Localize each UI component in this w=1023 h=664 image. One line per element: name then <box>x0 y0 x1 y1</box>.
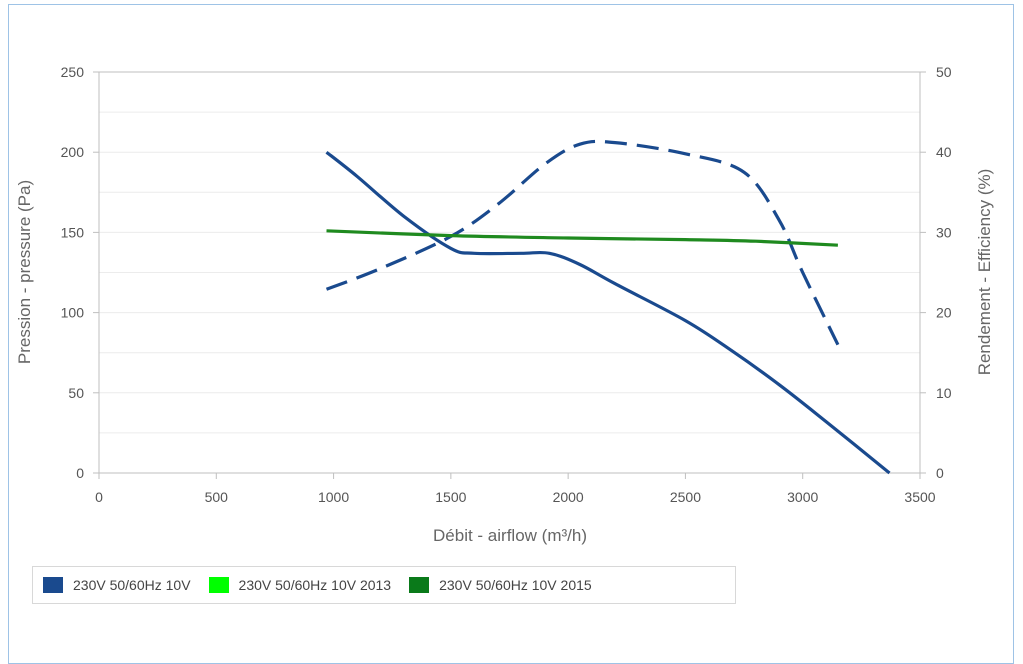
series-line <box>326 229 838 247</box>
left-tick-label: 200 <box>61 144 85 160</box>
grid <box>99 111 920 434</box>
x-tick-label: 1500 <box>435 489 466 505</box>
left-axis-title: Pression - pressure (Pa) <box>15 180 34 364</box>
legend-item[interactable]: 230V 50/60Hz 10V 2015 <box>409 577 592 593</box>
legend: 230V 50/60Hz 10V 230V 50/60Hz 10V 2013 2… <box>32 566 736 604</box>
right-axis-ticks: 0 10 20 30 40 50 <box>920 64 952 481</box>
plot-area-border <box>98 71 921 474</box>
x-axis-ticks: 0 500 1000 1500 2000 2500 3000 3500 <box>95 473 936 505</box>
left-tick-label: 100 <box>61 305 85 321</box>
x-axis-title: Débit - airflow (m³/h) <box>433 526 587 545</box>
legend-item[interactable]: 230V 50/60Hz 10V 2013 <box>208 577 392 593</box>
efficiency-curve <box>325 139 840 346</box>
left-tick-label: 250 <box>61 64 85 80</box>
right-axis-title: Rendement - Efficiency (%) <box>975 169 994 376</box>
right-tick-label: 0 <box>936 465 944 481</box>
chart-frame <box>8 4 1014 664</box>
legend-label: 230V 50/60Hz 10V 2015 <box>439 577 592 593</box>
legend-label: 230V 50/60Hz 10V <box>73 577 191 593</box>
right-tick-label: 20 <box>936 305 952 321</box>
x-tick-label: 2000 <box>553 489 584 505</box>
right-tick-label: 10 <box>936 385 952 401</box>
legend-swatch <box>409 577 430 593</box>
chart-svg: 0 500 1000 1500 2000 2500 3000 3500 05010015020… <box>15 64 994 545</box>
series-group <box>325 139 891 475</box>
left-tick-label: 150 <box>61 224 85 240</box>
legend-swatch <box>43 577 63 593</box>
x-tick-label: 3500 <box>904 489 935 505</box>
left-tick-label: 0 <box>76 465 84 481</box>
left-tick-label: 50 <box>68 385 84 401</box>
x-tick-label: 500 <box>205 489 229 505</box>
legend-swatch <box>208 577 229 593</box>
right-tick-label: 30 <box>936 224 952 240</box>
legend-item[interactable]: 230V 50/60Hz 10V <box>43 577 191 593</box>
legend-label: 230V 50/60Hz 10V 2013 <box>238 577 392 593</box>
x-tick-label: 0 <box>95 489 103 505</box>
x-tick-label: 3000 <box>787 489 818 505</box>
x-tick-label: 2500 <box>670 489 701 505</box>
right-tick-label: 40 <box>936 144 952 160</box>
left-axis-ticks: 0 50 100 150 200 250 <box>61 64 99 481</box>
x-tick-label: 1000 <box>318 489 349 505</box>
series-line <box>325 150 891 475</box>
right-tick-label: 50 <box>936 64 952 80</box>
